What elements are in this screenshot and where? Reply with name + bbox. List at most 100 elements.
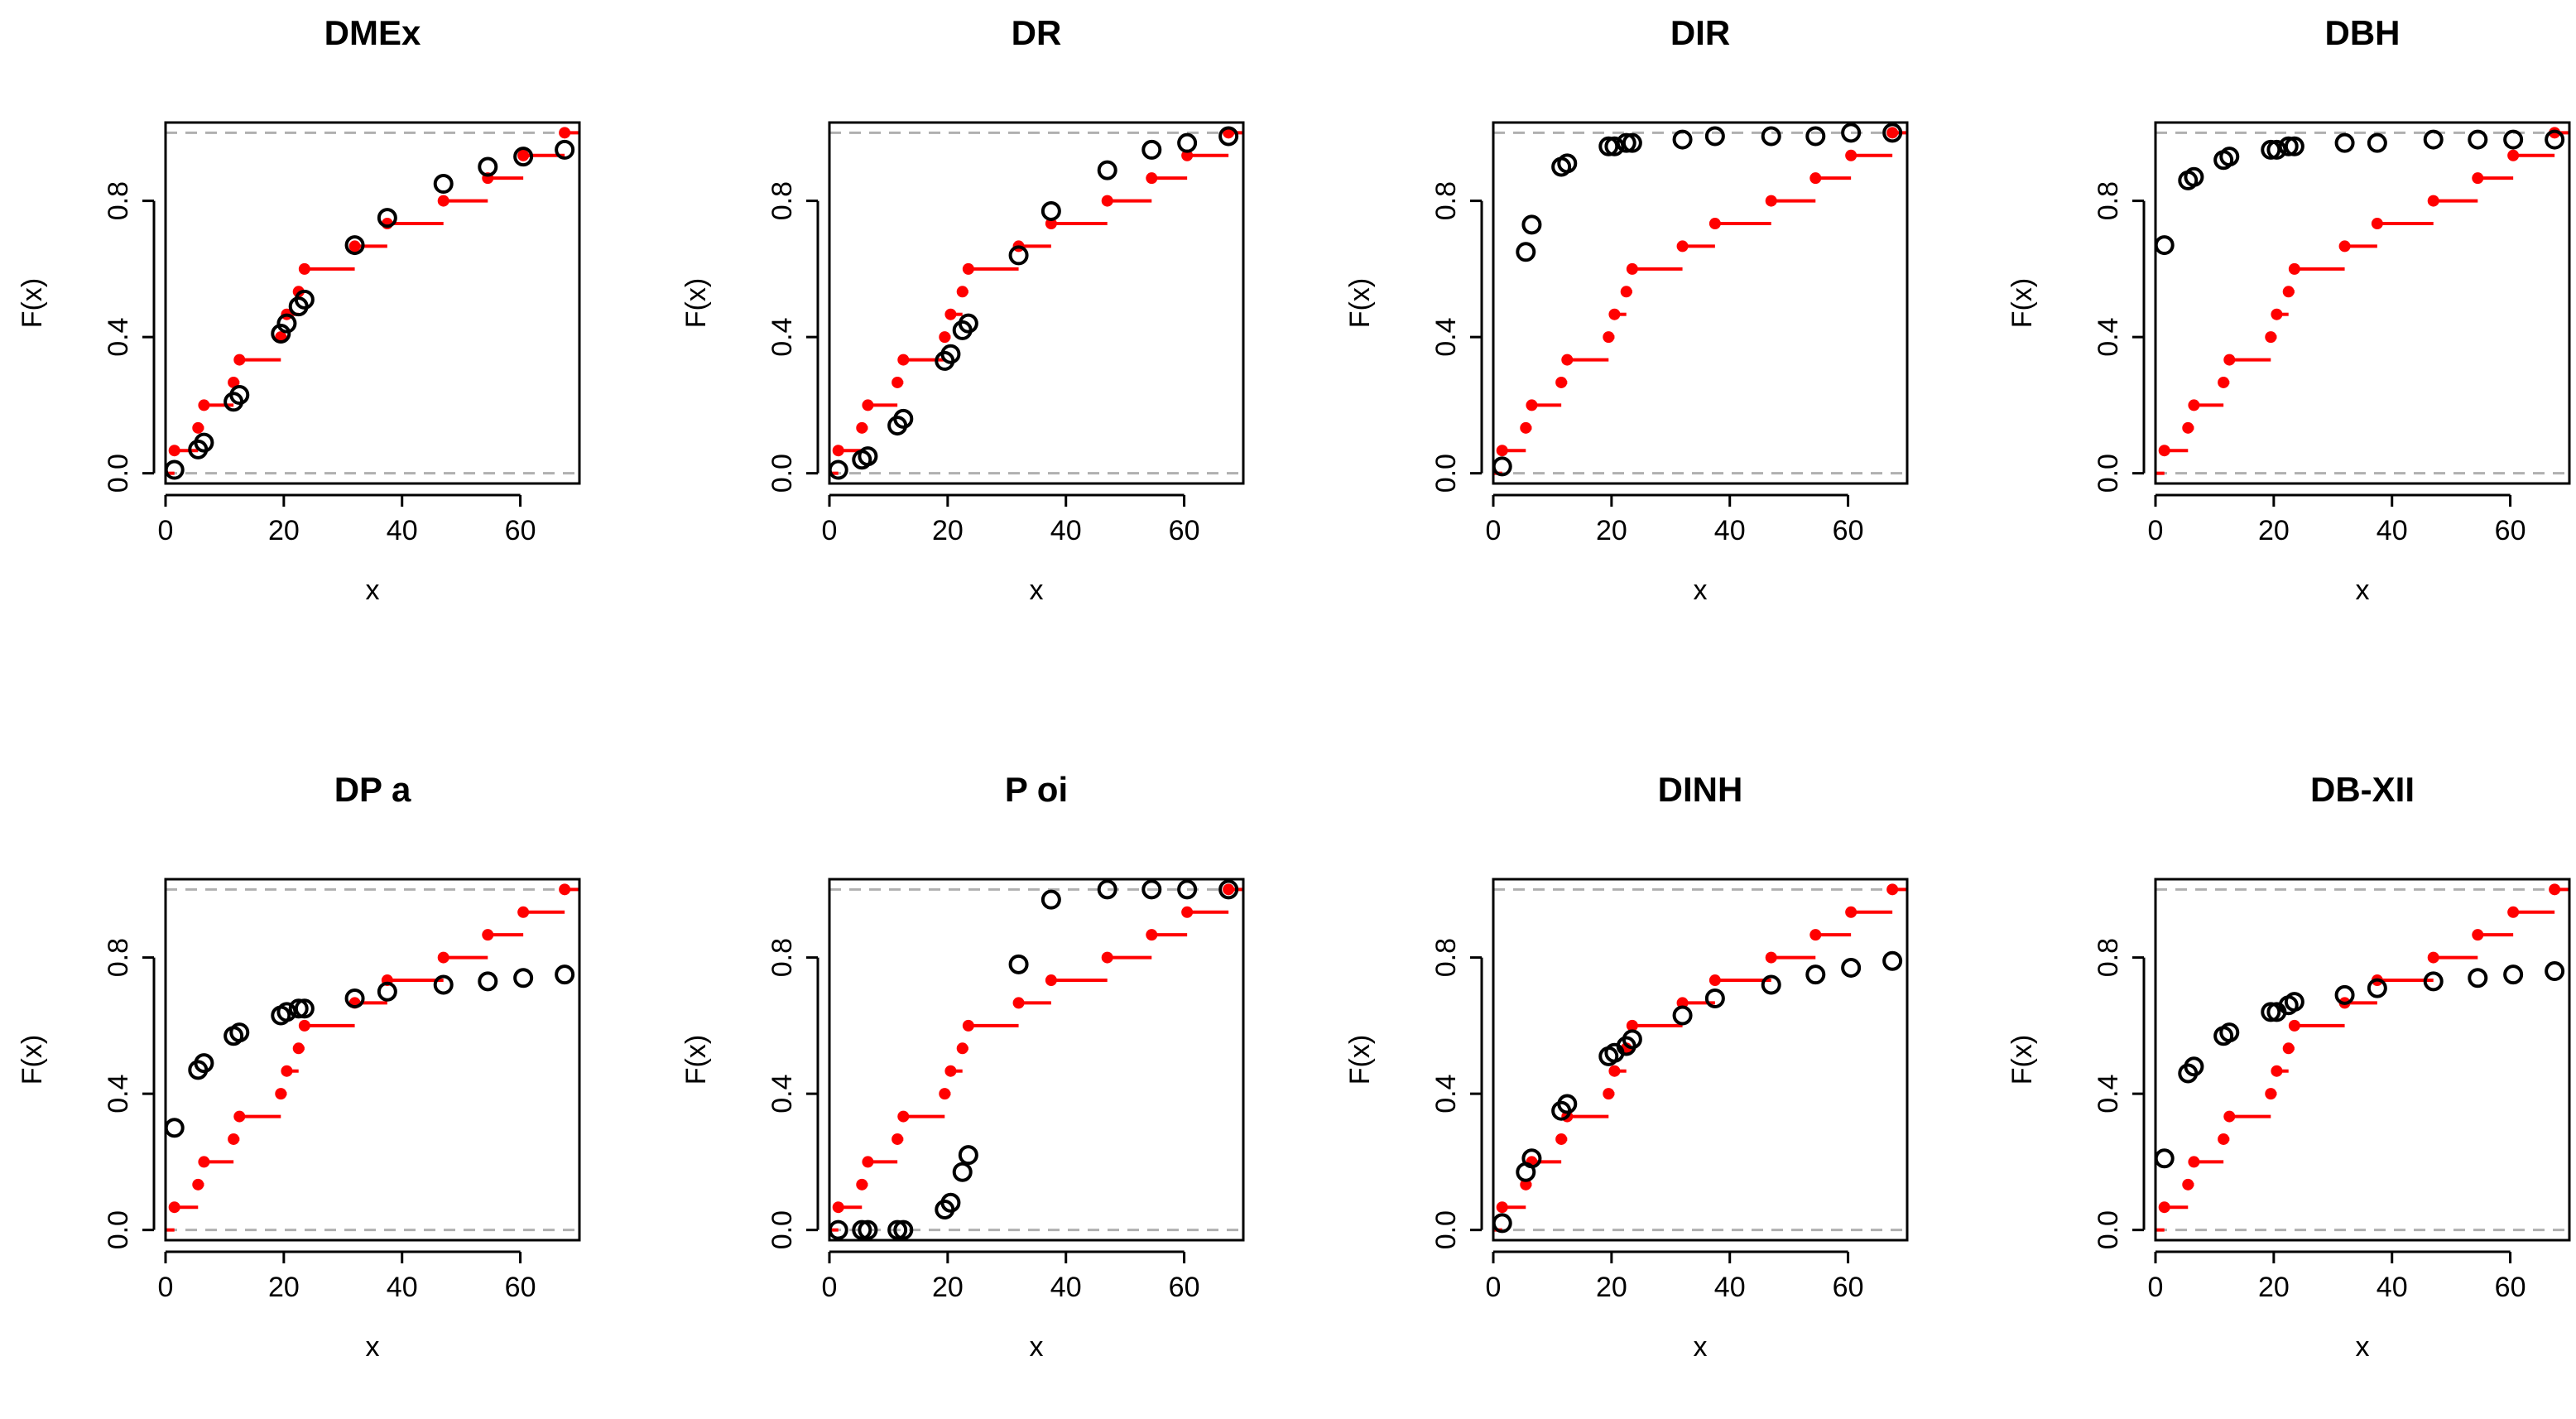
y-tick-label: 0.0	[1430, 1210, 1462, 1249]
ecdf-point	[892, 1133, 904, 1145]
fitted-point	[2423, 129, 2444, 150]
ecdf-point	[862, 1156, 874, 1168]
fitted-point	[1008, 954, 1029, 974]
ecdf-point	[856, 421, 868, 434]
fitted-point	[1218, 126, 1239, 147]
ecdf-point	[1520, 1178, 1532, 1191]
y-axis-label: F(x)	[680, 1035, 712, 1085]
fitted-point	[828, 459, 848, 480]
ecdf-point	[559, 127, 571, 139]
fitted-point	[1604, 136, 1625, 156]
ecdf-point	[1603, 1088, 1615, 1100]
x-tick-label: 0	[822, 1272, 838, 1303]
ecdf-point	[2158, 445, 2170, 457]
x-tick-label: 20	[1596, 515, 1627, 546]
ecdf-point	[2282, 286, 2295, 298]
ecdf-point	[1181, 906, 1194, 918]
x-axis-label: x	[366, 575, 380, 606]
ecdf-point	[1496, 445, 1508, 457]
fitted-point	[433, 974, 454, 995]
y-tick-label: 0.8	[103, 938, 134, 977]
ecdf-point	[939, 331, 951, 344]
ecdf-point	[962, 262, 974, 275]
ecdf-point	[897, 1110, 910, 1123]
ecdf-point	[944, 1065, 957, 1077]
ecdf-point	[1603, 331, 1615, 344]
fitted-point	[194, 432, 214, 453]
fitted-point	[893, 408, 914, 429]
fitted-point	[1672, 1005, 1693, 1026]
panel-8: DB-XII 0 20 40 60 x 0.0 0.4 0.8 F(x)	[2006, 770, 2571, 1363]
ecdf-point	[1555, 376, 1568, 388]
x-tick-label: 60	[1833, 1272, 1864, 1303]
fitted-point	[893, 1219, 914, 1240]
y-tick-label: 0.4	[1430, 1074, 1462, 1113]
fitted-point	[958, 1145, 978, 1166]
fitted-point	[1882, 950, 1903, 971]
fitted-point	[555, 964, 575, 985]
y-tick-label: 0.0	[2093, 454, 2124, 493]
x-tick-label: 40	[2377, 1272, 2408, 1303]
fitted-point	[433, 174, 454, 195]
y-tick-label: 0.8	[1430, 938, 1462, 977]
x-axis-label: x	[2356, 1331, 2370, 1363]
ecdf-point	[2218, 376, 2230, 388]
ecdf-point	[2288, 262, 2300, 275]
plot-frame	[1492, 878, 1909, 1242]
fitted-point	[478, 971, 498, 992]
x-tick-label: 40	[387, 515, 418, 546]
panel-title: DP a	[334, 770, 411, 809]
fitted-point	[1557, 153, 1578, 174]
ecdf-point	[559, 883, 571, 896]
y-tick-label: 0.4	[2093, 1074, 2124, 1113]
ecdf-point	[233, 1110, 246, 1123]
fitted-point	[344, 988, 365, 1008]
ecdf-point	[298, 262, 310, 275]
fitted-point	[1557, 1094, 1578, 1114]
ecdf-point	[281, 1065, 293, 1077]
ecdf-point	[192, 1178, 204, 1191]
ecdf-point	[1809, 929, 1822, 941]
ecdf-point	[1146, 172, 1158, 185]
fitted-point	[1097, 879, 1117, 900]
ecdf-point	[1146, 929, 1158, 941]
ecdf-point	[228, 376, 240, 388]
x-tick-label: 60	[1833, 515, 1864, 546]
fitted-point	[2266, 139, 2287, 160]
ecdf-point	[1526, 399, 1538, 411]
y-tick-label: 0.0	[767, 1210, 798, 1249]
ecdf-point	[2271, 1065, 2283, 1077]
fitted-point	[1097, 160, 1117, 180]
fitted-point	[2184, 166, 2204, 187]
x-tick-label: 40	[2377, 515, 2408, 546]
fitted-point	[1040, 889, 1061, 910]
fitted-point	[229, 385, 250, 406]
ecdf-point	[2371, 218, 2383, 230]
ecdf-point	[1101, 195, 1113, 207]
y-tick-label: 0.0	[103, 1210, 134, 1249]
ecdf-point	[2338, 240, 2351, 253]
x-tick-label: 0	[158, 515, 174, 546]
ecdf-point	[892, 376, 904, 388]
x-axis-label: x	[1030, 575, 1044, 606]
fitted-point	[2284, 992, 2304, 1013]
x-axis-label: x	[366, 1331, 380, 1363]
ecdf-point	[1676, 997, 1689, 1009]
fitted-point	[1841, 957, 1862, 978]
fitted-point	[858, 1219, 878, 1240]
ecdf-point	[856, 1178, 868, 1191]
fitted-point	[229, 1022, 250, 1043]
ecdf-point	[517, 149, 530, 161]
fitted-point	[1521, 1148, 1542, 1169]
ecdf-point	[2223, 354, 2236, 366]
ecdf-point	[168, 445, 180, 457]
panel-title: DIR	[1670, 13, 1730, 52]
fitted-point	[1704, 126, 1725, 147]
ecdf-point	[192, 421, 204, 434]
ecdf-point	[2282, 1042, 2295, 1055]
panel-title: DBH	[2325, 13, 2401, 52]
fitted-point	[2545, 961, 2565, 982]
panel-title: DMEx	[324, 13, 421, 52]
ecdf-point	[2472, 929, 2484, 941]
fitted-point	[2367, 978, 2387, 998]
